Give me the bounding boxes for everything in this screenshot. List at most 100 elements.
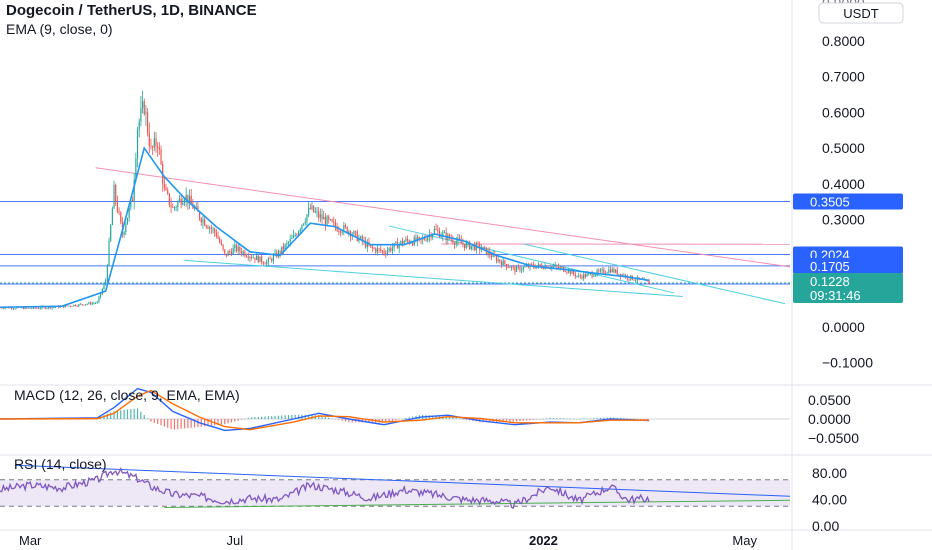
macd-histogram-bar (542, 418, 545, 420)
macd-histogram-bar (153, 419, 155, 423)
candle-body (209, 227, 211, 229)
candle-body (440, 236, 442, 238)
time-axis-label: Mar (19, 533, 42, 548)
macd-pane-label[interactable]: MACD (12, 26, close, 9, EMA, EMA) (14, 387, 240, 403)
candle-body (492, 253, 494, 258)
price-tag-label: 0.1705 (810, 259, 850, 274)
rsi-axis[interactable]: 80.00 40.00 0.00 (812, 465, 847, 534)
macd-histogram-bar (388, 419, 390, 422)
price-tag-box (793, 193, 903, 210)
candle-body (282, 246, 285, 250)
price-axis[interactable]: 0.80000.70000.60000.50000.40000.30000.20… (822, 33, 873, 371)
chart-title: Dogecoin / TetherUS, 1D, BINANCE (6, 2, 257, 19)
candle-body (105, 280, 107, 284)
candle-body (172, 207, 174, 208)
candle-body (464, 244, 466, 249)
macd-axis[interactable]: 0.0500 0.0000 −0.0500 (808, 392, 859, 446)
macd-histogram-bar (613, 417, 615, 419)
candle-body (26, 307, 28, 309)
candle-body (336, 227, 338, 232)
candle-body (460, 240, 462, 244)
macd-histogram-bar (469, 419, 471, 421)
candle-body (168, 193, 170, 205)
candle-body (303, 223, 305, 225)
candle-body (66, 305, 68, 307)
macd-histogram-bar (556, 418, 558, 419)
candle-body (405, 238, 407, 242)
candle-body (296, 234, 298, 236)
candle-body (497, 259, 499, 262)
currency-button[interactable] (818, 2, 904, 24)
macd-histogram-bar (247, 417, 249, 419)
candle-body (573, 270, 575, 274)
time-axis[interactable]: Mar Jul 2022 May (19, 533, 757, 548)
candle-body (22, 307, 25, 310)
candle-body (78, 304, 80, 306)
candle-body (375, 248, 377, 253)
candle-body (318, 211, 320, 218)
macd-histogram-bar (636, 418, 638, 420)
macd-histogram-bar (573, 418, 575, 420)
candle-body (586, 273, 588, 277)
candle-body (566, 271, 568, 273)
candle-body (49, 306, 51, 309)
candle-body (155, 138, 157, 147)
macd-histogram-bar (230, 419, 233, 423)
candle-body (297, 231, 300, 235)
macd-histogram-bar (126, 409, 129, 419)
macd-histogram-bar (244, 418, 246, 420)
candle-body (571, 270, 573, 274)
macd-histogram-bar (271, 416, 273, 419)
candle-body (170, 204, 172, 208)
macd-histogram-bar (220, 419, 223, 425)
candle-body (490, 255, 493, 258)
candle-body (125, 224, 127, 232)
trendlines[interactable] (95, 167, 791, 305)
macd-histogram-bar (452, 417, 454, 419)
candle-body (391, 247, 394, 251)
macd-histogram-bar (274, 415, 276, 419)
candle-body (579, 275, 581, 277)
candle-body (437, 229, 439, 231)
macd-histogram-bar (227, 419, 229, 424)
candle-body (272, 255, 274, 261)
candle-body (433, 228, 436, 234)
candle-body (126, 217, 129, 225)
ema-indicator-label[interactable]: EMA (9, close, 0) (6, 21, 113, 37)
candle-body (484, 246, 486, 248)
candle-body (427, 237, 429, 241)
candle-body (403, 241, 405, 244)
candle-body (509, 267, 511, 269)
candle-body (251, 257, 253, 258)
candle-body (257, 255, 259, 263)
candle-body (504, 260, 506, 265)
horizontal-levels[interactable] (0, 201, 790, 285)
macd-histogram-bar (133, 408, 135, 419)
macd-histogram-bar (596, 418, 598, 419)
macd-histogram-bar (123, 409, 125, 419)
candle-body (361, 236, 363, 242)
time-axis-label: Jul (227, 533, 244, 548)
macd-histogram-bar (187, 419, 189, 429)
rsi-trendline (15, 464, 791, 497)
candle-body (406, 238, 409, 241)
macd-histogram-bar (526, 419, 528, 421)
macd-histogram-bar (415, 415, 417, 419)
candle-body (410, 243, 412, 244)
rsi-trendlines[interactable] (15, 464, 791, 509)
rsi-pane-label[interactable]: RSI (14, close) (14, 456, 107, 472)
candle-body (581, 276, 583, 279)
candle-body (561, 267, 563, 268)
candle-body (316, 211, 318, 213)
macd-histogram-bar (599, 417, 602, 419)
macd-histogram-bar (130, 409, 132, 419)
candle-body (365, 240, 367, 248)
candle-body (4, 307, 6, 309)
candle-body (214, 228, 216, 233)
macd-histogram-bar (284, 415, 286, 419)
macd-histogram-bar (120, 410, 122, 419)
candle-body (442, 232, 444, 237)
candle-body (537, 264, 539, 267)
candle-body (177, 201, 179, 208)
